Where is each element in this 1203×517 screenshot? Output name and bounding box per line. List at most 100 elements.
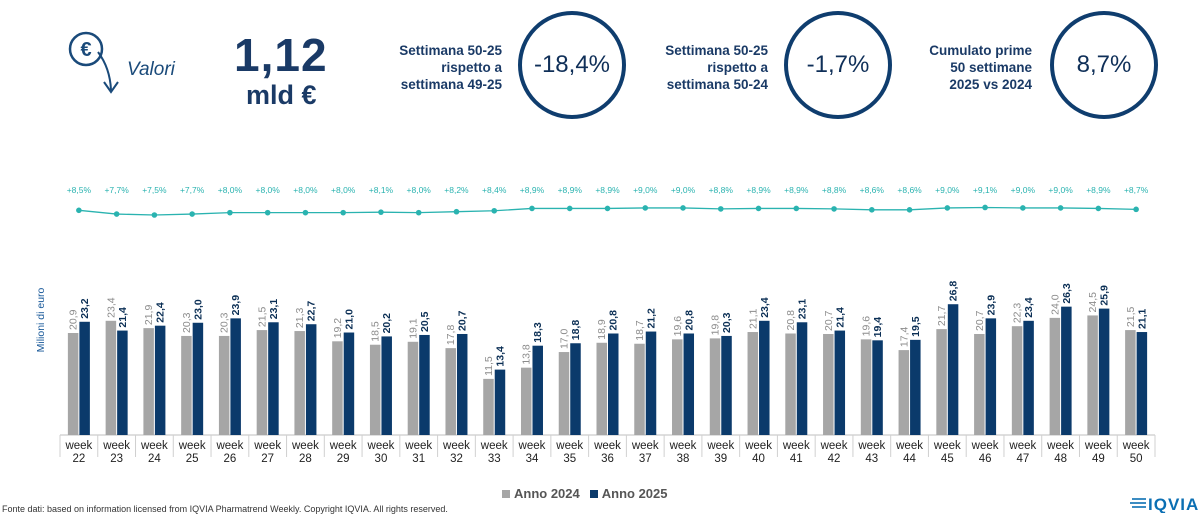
x-tick-label: week 30	[367, 440, 395, 465]
growth-label: +8,8%	[822, 185, 847, 195]
data-label-2024: 23,4	[105, 297, 117, 318]
data-label-2025: 19,5	[910, 316, 922, 337]
growth-label: +8,9%	[784, 185, 809, 195]
data-label-2025: 22,4	[155, 302, 167, 323]
bar-2024	[898, 350, 910, 435]
x-tick-label: week 47	[1008, 440, 1036, 465]
bar-2025	[532, 345, 543, 435]
kpi-label-yoy-week: Settimana 50-25 rispetto a settimana 50-…	[665, 43, 768, 92]
bar-2025	[1098, 308, 1110, 435]
legend-label-2025: Anno 2025	[601, 486, 668, 501]
bar-2024	[974, 333, 985, 435]
bar-2024	[558, 352, 570, 435]
kpi-value: -18,4%	[533, 51, 611, 78]
x-tick-label: week 43	[857, 440, 885, 465]
data-label-2025: 23,1	[268, 299, 280, 320]
source-note: Fonte dati: based on information license…	[2, 504, 448, 514]
x-tick-label: week 46	[971, 440, 999, 465]
data-label-2024: 19,1	[407, 318, 419, 339]
growth-point	[906, 207, 913, 213]
data-label-2024: 20,7	[823, 310, 835, 331]
bar-2025	[985, 318, 997, 435]
data-label-2024: 20,3	[181, 312, 193, 333]
x-tick-label: week 29	[329, 440, 357, 465]
data-label-2024: 11,5	[483, 356, 495, 376]
bar-2024	[483, 378, 494, 435]
data-label-2024: 24,5	[1087, 292, 1099, 313]
legend-swatch-2024	[502, 489, 510, 498]
bar-2025	[305, 324, 317, 435]
bar-2025	[947, 304, 959, 435]
growth-point	[1133, 206, 1139, 213]
bar-2024	[634, 343, 645, 435]
bar-2025	[343, 332, 355, 435]
bar-2025	[494, 369, 506, 435]
growth-label: +9,1%	[973, 185, 998, 195]
bar-2025	[645, 331, 657, 435]
growth-label: +8,9%	[746, 185, 771, 195]
x-tick-label: week 28	[291, 440, 319, 465]
data-label-2024: 17,0	[558, 328, 570, 349]
growth-point	[869, 207, 875, 213]
chart-legend: Anno 2024 Anno 2025	[502, 486, 678, 501]
growth-point	[1095, 205, 1102, 212]
data-label-2024: 18,9	[596, 319, 608, 340]
bar-2024	[860, 339, 872, 435]
x-tick-label: week 37	[631, 440, 659, 465]
kpi-circle-yoy-week: -1,7%	[784, 11, 892, 119]
svg-text:€: €	[80, 39, 91, 61]
data-label-2025: 18,3	[532, 322, 544, 343]
down-arrow-icon	[97, 51, 119, 94]
data-label-2025: 13,4	[494, 346, 506, 367]
x-tick-label: week 50	[1122, 440, 1150, 465]
bar-2024	[105, 320, 117, 435]
x-tick-label: week 45	[933, 440, 961, 465]
bar-2024	[747, 332, 759, 435]
data-label-2024: 21,5	[256, 306, 268, 327]
growth-point	[340, 209, 346, 216]
legend-item-2025: Anno 2025	[589, 486, 668, 501]
growth-label: +9,0%	[633, 185, 658, 195]
data-label-2024: 20,8	[785, 310, 797, 331]
growth-point	[227, 209, 233, 216]
x-tick-label: week 41	[782, 440, 810, 465]
data-label-2024: 19,2	[332, 318, 344, 339]
x-tick-label: week 36	[593, 440, 621, 465]
growth-point	[453, 208, 460, 215]
growth-label: +9,0%	[935, 185, 960, 195]
growth-label: +8,0%	[331, 185, 356, 195]
x-tick-label: week 35	[555, 440, 583, 465]
bar-2025	[268, 322, 279, 435]
data-label-2025: 21,2	[646, 308, 658, 329]
data-label-2025: 20,3	[721, 312, 733, 333]
growth-point	[566, 205, 573, 212]
bar-2025	[872, 340, 883, 435]
growth-label: +7,5%	[142, 185, 167, 195]
bar-2025	[834, 330, 846, 435]
growth-point	[1057, 205, 1064, 211]
bar-2025	[608, 333, 619, 435]
data-label-2025: 22,7	[306, 301, 318, 322]
bar-2025	[117, 330, 128, 435]
bar-2025	[381, 336, 392, 435]
legend-item-2024: Anno 2024	[502, 486, 580, 501]
x-tick-label: week 34	[518, 440, 546, 465]
bar-2024	[143, 328, 154, 435]
growth-label: +8,4%	[482, 185, 507, 195]
data-label-2024: 20,7	[974, 310, 986, 331]
growth-label: +8,6%	[860, 185, 885, 195]
data-label-2025: 20,2	[381, 313, 393, 334]
growth-label: +8,7%	[1124, 185, 1149, 195]
bar-2025	[192, 322, 204, 435]
data-label-2025: 23,9	[985, 295, 997, 316]
iqvia-logo: IQVIA	[1130, 495, 1198, 513]
data-label-2024: 20,9	[68, 309, 80, 330]
growth-point	[151, 212, 158, 218]
growth-label: +8,9%	[595, 185, 620, 195]
bar-2024	[596, 342, 607, 435]
growth-point	[717, 206, 724, 212]
growth-point	[755, 205, 762, 212]
data-label-2025: 23,2	[79, 298, 91, 319]
bar-2024	[256, 330, 268, 435]
data-label-2024: 18,7	[634, 320, 646, 341]
